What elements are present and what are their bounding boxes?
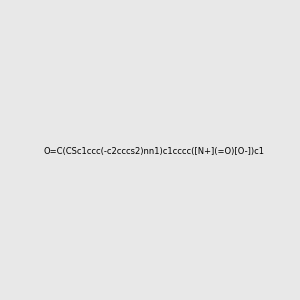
Text: O=C(CSc1ccc(-c2cccs2)nn1)c1cccc([N+](=O)[O-])c1: O=C(CSc1ccc(-c2cccs2)nn1)c1cccc([N+](=O)… — [43, 147, 264, 156]
